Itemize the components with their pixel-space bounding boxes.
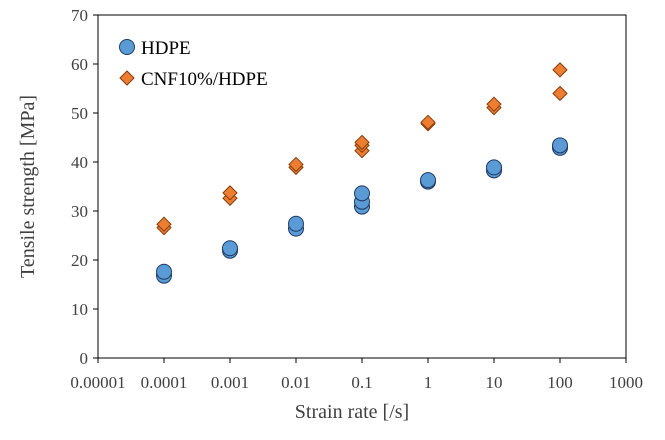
x-tick-label: 0.001 xyxy=(211,373,249,392)
cnf-hdpe-data-point xyxy=(222,185,238,201)
x-tick-label: 1 xyxy=(424,373,433,392)
legend-label: CNF10%/HDPE xyxy=(141,69,268,90)
x-axis: 0.00001 0.0001 0.001 0.01 0.1 1 10 100 1000 xyxy=(70,358,643,392)
cnf-hdpe-data-point xyxy=(156,216,172,232)
hdpe-data-point xyxy=(222,240,238,257)
hdpe-data-point xyxy=(156,263,172,280)
hdpe-data-point xyxy=(420,172,436,189)
cnf-hdpe-data-point xyxy=(552,85,568,102)
legend-label: HDPE xyxy=(141,38,191,59)
x-tick-label: 100 xyxy=(547,373,573,392)
cnf-hdpe-data-point xyxy=(288,156,304,173)
cnf-hdpe-data-point xyxy=(354,134,370,151)
y-tick-label: 20 xyxy=(71,251,88,270)
series-1 xyxy=(156,62,568,236)
series-0 xyxy=(156,137,568,284)
y-tick-label: 40 xyxy=(71,153,88,172)
y-tick-label: 30 xyxy=(71,202,88,221)
y-tick-label: 50 xyxy=(71,104,88,123)
y-tick-label: 70 xyxy=(71,6,88,25)
hdpe-data-point xyxy=(354,185,370,202)
x-tick-label: 0.0001 xyxy=(141,373,188,392)
legend: HDPE CNF10%/HDPE xyxy=(119,38,268,90)
cnf-hdpe-data-point xyxy=(420,114,436,131)
y-tick-label: 0 xyxy=(80,349,89,368)
x-axis-title: Strain rate [/s] xyxy=(295,401,409,423)
hdpe-data-point xyxy=(486,159,502,176)
legend-diamond-marker xyxy=(119,70,135,86)
hdpe-data-point xyxy=(552,137,568,154)
x-tick-label: 0.00001 xyxy=(70,373,125,392)
y-tick-label: 10 xyxy=(71,300,88,319)
cnf-hdpe-data-point xyxy=(486,96,502,112)
x-tick-label: 1000 xyxy=(609,373,643,392)
y-axis: 0 10 20 30 40 50 60 70 xyxy=(71,6,98,368)
x-tick-label: 0.1 xyxy=(351,373,372,392)
cnf-hdpe-data-point xyxy=(552,62,568,78)
x-tick-label: 10 xyxy=(486,373,503,392)
data-points xyxy=(156,62,568,284)
x-tick-label: 0.01 xyxy=(281,373,311,392)
hdpe-data-point xyxy=(288,215,304,232)
y-tick-label: 60 xyxy=(71,55,88,74)
y-axis-title: Tensile strength [MPa] xyxy=(17,95,39,278)
legend-circle-marker xyxy=(119,39,135,55)
